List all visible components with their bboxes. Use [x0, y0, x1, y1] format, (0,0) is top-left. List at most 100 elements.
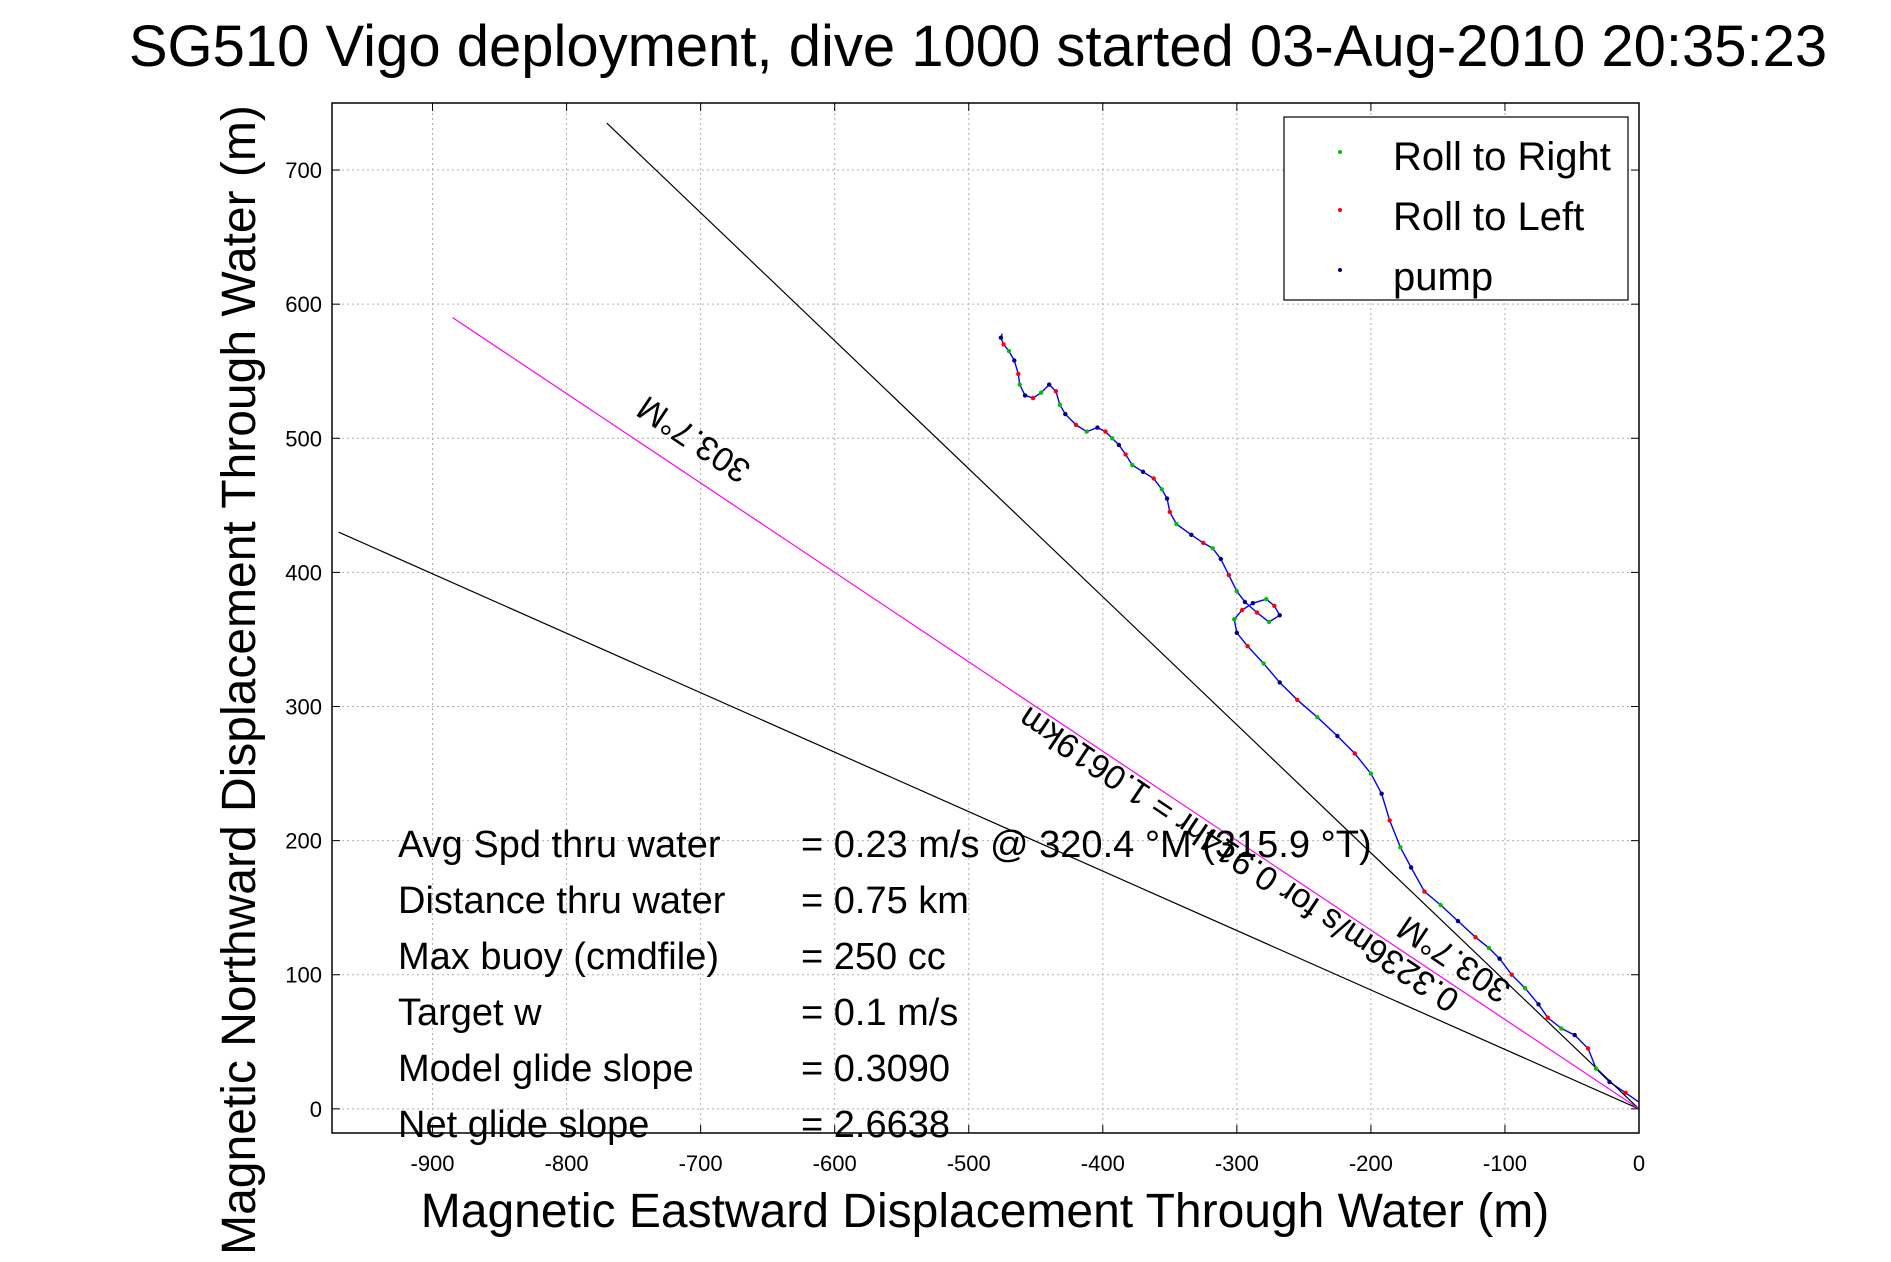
roll-left-marker — [1387, 818, 1392, 823]
pump-marker — [1572, 1032, 1577, 1038]
pump-marker — [1164, 496, 1170, 501]
roll-right-marker — [1593, 1066, 1599, 1071]
roll-left-marker — [1151, 476, 1156, 481]
pump-marker — [1095, 425, 1100, 430]
x-tick-label: -200 — [1349, 1151, 1393, 1176]
roll-right-marker — [1522, 986, 1528, 991]
roll-left-marker — [1073, 422, 1079, 428]
roll-markers — [998, 335, 1628, 1096]
legend-label-pump: pump — [1393, 255, 1493, 299]
roll-right-marker — [1017, 382, 1022, 387]
roll-left-marker — [1422, 889, 1427, 894]
y-tick-label: 500 — [285, 426, 322, 451]
roll-right-marker — [1261, 661, 1266, 666]
pump-marker — [1047, 382, 1052, 387]
roll-right-marker — [1398, 845, 1403, 850]
chart-title: SG510 Vigo deployment, dive 1000 started… — [129, 14, 1827, 79]
pump-marker — [998, 335, 1004, 340]
pump-marker — [1536, 1002, 1541, 1007]
legend-marker-roll-right — [1338, 150, 1342, 154]
x-tick-label: -400 — [1081, 1151, 1125, 1176]
roll-left-marker — [1254, 610, 1260, 615]
roll-left-marker — [1623, 1090, 1628, 1096]
roll-right-marker — [1174, 521, 1179, 527]
x-tick-label: 0 — [1633, 1151, 1645, 1176]
legend-label-roll-right: Roll to Right — [1393, 135, 1611, 179]
roll-left-marker — [1473, 935, 1478, 940]
pump-marker — [1335, 733, 1340, 739]
legend-label-roll-left: Roll to Left — [1393, 195, 1584, 239]
x-tick-label: -700 — [679, 1151, 723, 1176]
roll-right-marker — [1438, 902, 1443, 908]
pump-marker — [1607, 1079, 1612, 1085]
roll-left-marker — [1030, 395, 1036, 401]
reference-line-lower — [338, 531, 1640, 1110]
reference-line-upper — [606, 122, 1640, 1110]
y-tick-label: 600 — [285, 292, 322, 317]
legend-marker-pump — [1338, 268, 1342, 272]
roll-left-marker — [1053, 389, 1059, 394]
pump-marker — [1277, 680, 1282, 685]
pump-marker — [1012, 358, 1017, 363]
roll-left-marker — [1123, 452, 1128, 457]
roll-left-marker — [1201, 540, 1206, 546]
x-axis-label: Magnetic Eastward Displacement Through W… — [421, 1185, 1549, 1238]
roll-left-marker — [1352, 751, 1358, 756]
roll-right-marker — [1315, 715, 1320, 720]
net-displacement-line — [452, 317, 1640, 1110]
pump-marker — [1234, 630, 1240, 635]
pump-marker — [1379, 791, 1384, 796]
pump-marker — [1408, 865, 1414, 870]
roll-left-marker — [1226, 572, 1232, 578]
stat-net-glide-label: Net glide slope — [398, 1104, 649, 1146]
plot-frame — [331, 102, 1640, 1134]
x-tick-label: -300 — [1215, 1151, 1259, 1176]
y-tick-label: 100 — [285, 963, 322, 988]
pump-marker — [1218, 556, 1224, 562]
stat-target-w-label: Target w — [398, 992, 542, 1034]
roll-right-marker — [1559, 1026, 1564, 1031]
stat-distance-label: Distance thru water — [398, 880, 726, 922]
y-tick-label: 0 — [310, 1097, 322, 1122]
roll-left-marker — [1295, 697, 1300, 702]
roll-right-marker — [1057, 402, 1063, 407]
x-tick-label: -100 — [1483, 1151, 1527, 1176]
roll-left-marker — [1001, 342, 1006, 347]
roll-left-marker — [1545, 1015, 1551, 1020]
pump-marker — [1497, 956, 1502, 961]
x-tick-labels: -900 -800 -700 -600 -500 -400 -300 -200 -100 0 — [411, 1151, 1646, 1176]
x-tick-label: -500 — [947, 1151, 991, 1176]
roll-right-marker — [1266, 619, 1272, 625]
stat-distance-value: = 0.75 km — [801, 880, 969, 922]
roll-right-marker — [1264, 597, 1269, 602]
stat-model-glide-label: Model glide slope — [398, 1048, 694, 1090]
pump-marker — [1189, 532, 1194, 537]
stat-net-glide-value: = 2.6638 — [801, 1104, 950, 1146]
roll-right-marker — [1159, 487, 1165, 492]
roll-right-marker — [1486, 945, 1492, 951]
roll-left-marker — [1240, 607, 1245, 613]
roll-left-marker — [1245, 644, 1250, 649]
roll-right-marker — [1368, 771, 1374, 776]
roll-right-marker — [1038, 390, 1044, 395]
stat-max-buoy-value: = 250 cc — [801, 936, 946, 978]
pump-marker — [1140, 469, 1146, 474]
roll-left-marker — [1585, 1046, 1591, 1051]
roll-right-marker — [1006, 348, 1012, 354]
y-tick-label: 300 — [285, 695, 322, 720]
pump-marker — [1242, 599, 1248, 605]
pump-marker — [1455, 918, 1461, 924]
roll-left-marker — [1016, 371, 1021, 377]
stat-target-w-value: = 0.1 m/s — [801, 992, 958, 1034]
x-tick-label: -900 — [411, 1151, 455, 1176]
y-tick-label: 400 — [285, 560, 322, 585]
roll-left-marker — [1509, 972, 1514, 977]
y-tick-label: 700 — [285, 158, 322, 183]
x-tick-label: -600 — [813, 1151, 857, 1176]
legend-marker-roll-left — [1338, 208, 1342, 212]
y-axis-label: Magnetic Northward Displacement Through … — [213, 105, 266, 1255]
pump-marker — [1277, 613, 1282, 618]
roll-right-marker — [1110, 436, 1115, 441]
stat-model-glide-value: = 0.3090 — [801, 1048, 950, 1090]
